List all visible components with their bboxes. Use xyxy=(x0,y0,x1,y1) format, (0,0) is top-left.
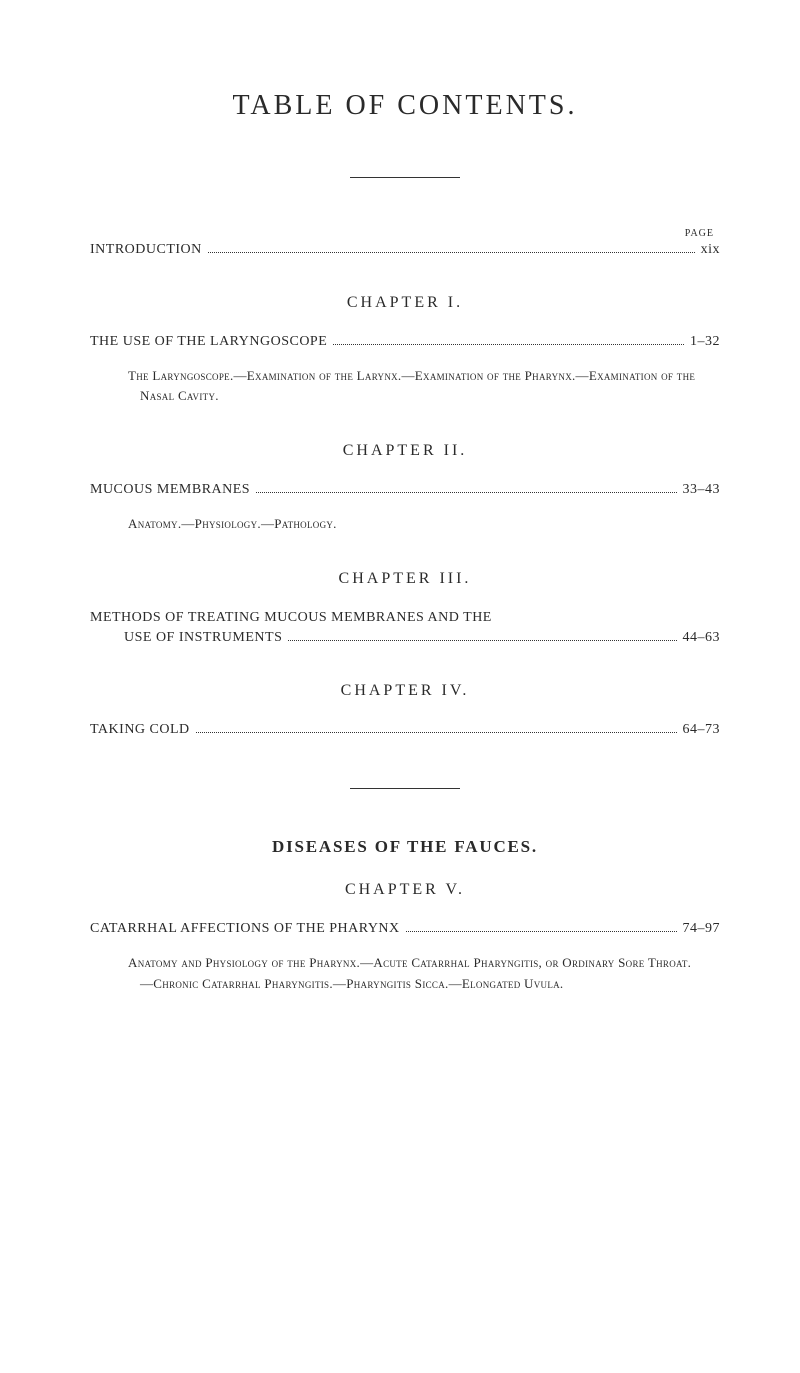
leader-dots xyxy=(406,931,677,932)
ch4-entry-page: 64–73 xyxy=(683,722,721,738)
ch1-entry-page: 1–32 xyxy=(690,334,720,350)
toc-entry-ch1: THE USE OF THE LARYNGOSCOPE 1–32 xyxy=(90,334,720,350)
section-title: DISEASES OF THE FAUCES. xyxy=(90,837,720,857)
introduction-page: xix xyxy=(701,242,720,258)
ch4-entry-label: TAKING COLD xyxy=(90,722,190,738)
leader-dots xyxy=(208,252,695,253)
introduction-label: INTRODUCTION xyxy=(90,242,202,258)
page-column-label: PAGE xyxy=(90,228,720,239)
toc-entry-ch4: TAKING COLD 64–73 xyxy=(90,722,720,738)
leader-dots xyxy=(288,640,676,641)
toc-entry-ch2: MUCOUS MEMBRANES 33–43 xyxy=(90,482,720,498)
section-divider xyxy=(350,788,460,789)
ch1-subsection: The Laryngoscope.—Examination of the Lar… xyxy=(128,366,700,406)
toc-entry-ch3: METHODS OF TREATING MUCOUS MEMBRANES AND… xyxy=(90,610,720,646)
chapter-5-heading: CHAPTER V. xyxy=(90,881,720,899)
ch5-entry-label: CATARRHAL AFFECTIONS OF THE PHARYNX xyxy=(90,921,400,937)
ch2-entry-label: MUCOUS MEMBRANES xyxy=(90,482,250,498)
ch2-subsection: Anatomy.—Physiology.—Pathology. xyxy=(128,514,700,534)
toc-introduction: INTRODUCTION xix xyxy=(90,242,720,258)
ch2-entry-page: 33–43 xyxy=(683,482,721,498)
chapter-4-heading: CHAPTER IV. xyxy=(90,682,720,700)
title-divider xyxy=(350,177,460,178)
leader-dots xyxy=(333,344,684,345)
ch3-entry-line1: METHODS OF TREATING MUCOUS MEMBRANES AND… xyxy=(90,610,720,626)
ch1-entry-label: THE USE OF THE LARYNGOSCOPE xyxy=(90,334,327,350)
chapter-3-heading: CHAPTER III. xyxy=(90,570,720,588)
chapter-2-heading: CHAPTER II. xyxy=(90,442,720,460)
ch3-entry-page: 44–63 xyxy=(683,630,721,646)
main-title: TABLE OF CONTENTS. xyxy=(90,90,720,122)
leader-dots xyxy=(196,732,677,733)
chapter-1-heading: CHAPTER I. xyxy=(90,294,720,312)
toc-entry-ch5: CATARRHAL AFFECTIONS OF THE PHARYNX 74–9… xyxy=(90,921,720,937)
leader-dots xyxy=(256,492,676,493)
ch5-entry-page: 74–97 xyxy=(683,921,721,937)
ch5-subsection: Anatomy and Physiology of the Pharynx.—A… xyxy=(128,953,700,993)
ch3-entry-line2: USE OF INSTRUMENTS xyxy=(124,630,282,646)
